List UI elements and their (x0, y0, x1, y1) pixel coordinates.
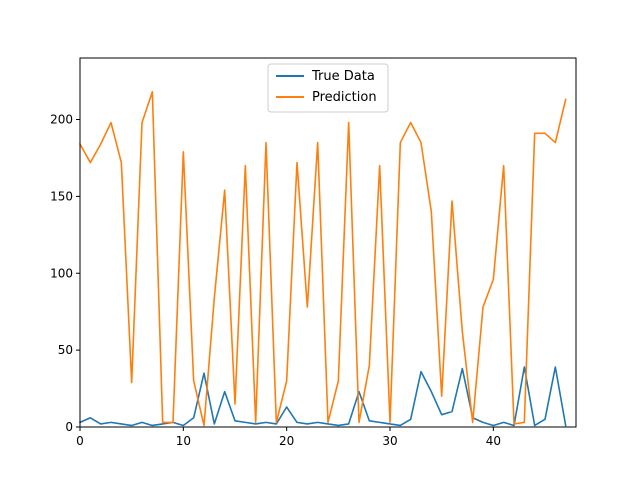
y-tick-label: 200 (50, 113, 73, 127)
y-tick-label: 0 (65, 420, 73, 434)
plot-lines (78, 91, 567, 427)
legend-label-prediction: Prediction (312, 90, 377, 105)
y-axis: 0 50 100 150 200 (50, 113, 80, 434)
series-line-prediction (78, 91, 567, 427)
x-tick-label: 20 (279, 434, 294, 448)
y-tick-label: 100 (50, 266, 73, 280)
x-tick-label: 40 (486, 434, 501, 448)
x-axis: 0 10 20 30 40 (76, 427, 501, 448)
legend: True Data Prediction (267, 63, 389, 113)
x-tick-label: 30 (382, 434, 397, 448)
x-tick-label: 0 (76, 434, 84, 448)
legend-label-true-data: True Data (311, 69, 375, 84)
plot-frame (79, 57, 577, 428)
y-tick-label: 50 (58, 343, 73, 357)
y-tick-label: 150 (50, 189, 73, 203)
x-tick-label: 10 (176, 434, 191, 448)
series-line-true-data (78, 366, 567, 427)
